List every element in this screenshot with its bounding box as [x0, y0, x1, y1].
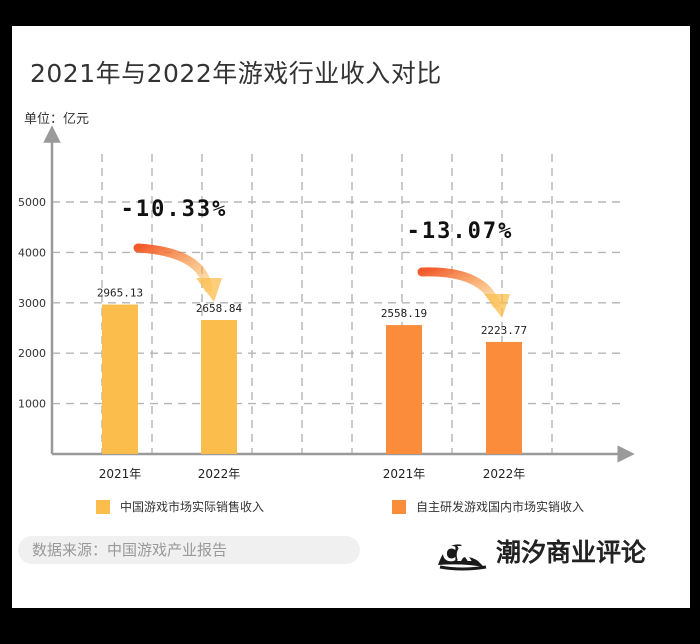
x-category-label: 2021年 — [383, 467, 426, 481]
x-category-label: 2022年 — [198, 467, 241, 481]
unit-label: 单位：亿元 — [24, 112, 90, 127]
chart-card: 2021年与2022年游戏行业收入对比 单位：亿元 1000 2000 3000 40… — [12, 26, 690, 608]
wave-logo-icon: CX — [438, 542, 487, 571]
logo-lettering: CX — [442, 542, 473, 566]
data-source: 数据来源：中国游戏产业报告 — [18, 536, 360, 564]
y-tick-label: 2000 — [18, 347, 46, 360]
legend-label-self-developed: 自主研发游戏国内市场实销收入 — [416, 500, 585, 514]
legend-item-self-developed: 自主研发游戏国内市场实销收入 — [392, 498, 584, 515]
y-tick-label: 1000 — [18, 398, 46, 411]
bar-2 — [386, 325, 422, 454]
y-tick-label: 5000 — [18, 196, 46, 209]
x-category-label: 2022年 — [483, 467, 526, 481]
y-tick-label: 4000 — [18, 246, 46, 259]
bar-value-label: 2965.13 — [97, 287, 143, 300]
bar-1 — [201, 319, 237, 454]
x-category-label: 2021年 — [99, 467, 142, 481]
change-annotation-0: -10.33% — [121, 197, 228, 222]
trend-arrowhead-1 — [484, 294, 510, 318]
legend-swatch-self-developed — [392, 499, 406, 514]
trend-arrow-1 — [417, 267, 501, 309]
trend-arrow-0 — [133, 243, 213, 293]
chart-title: 2021年与2022年游戏行业收入对比 — [30, 59, 442, 88]
bar-value-label: 2223.77 — [481, 324, 527, 337]
bar-0 — [102, 304, 138, 454]
legend-label-sales: 中国游戏市场实际销售收入 — [120, 500, 265, 514]
brand-name: 潮汐商业评论 — [496, 538, 647, 567]
y-tick-label: 3000 — [18, 297, 46, 310]
legend-swatch-sales — [96, 499, 110, 514]
legend-item-sales: 中国游戏市场实际销售收入 — [96, 498, 264, 515]
trend-arrowhead-0 — [196, 278, 222, 302]
bar-3 — [486, 341, 522, 454]
bar-value-label: 2558.19 — [381, 307, 427, 320]
brand: CX 潮汐商业评论 — [432, 531, 646, 571]
bar-value-label: 2658.84 — [196, 302, 243, 315]
bar-chart: 1000 2000 3000 4000 5000 2965.13 2021年 2658.84 2… — [18, 125, 635, 481]
change-annotation-1: -13.07% — [407, 219, 514, 244]
